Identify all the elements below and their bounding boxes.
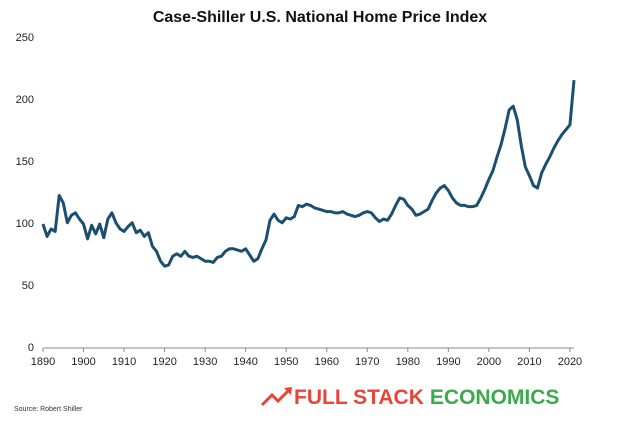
x-tick-label: 1950 bbox=[274, 356, 298, 368]
x-tick-label: 1940 bbox=[233, 356, 257, 368]
brand-part: ECONOMICS bbox=[430, 386, 560, 409]
y-tick-label: 150 bbox=[16, 156, 34, 168]
x-tick-label: 1920 bbox=[152, 356, 176, 368]
logo-arrow bbox=[260, 387, 292, 407]
brand-part: FULL STACK bbox=[294, 386, 424, 409]
x-tick-label: 1960 bbox=[314, 356, 338, 368]
logo-arrowhead bbox=[284, 387, 292, 395]
y-tick-label: 250 bbox=[16, 32, 34, 44]
y-tick-label: 200 bbox=[16, 94, 34, 106]
x-tick-label: 1900 bbox=[71, 356, 95, 368]
x-tick-label: 1910 bbox=[112, 356, 136, 368]
brand-logo: FULL STACK ECONOMICS bbox=[260, 386, 559, 409]
x-tick-label: 1890 bbox=[31, 356, 55, 368]
x-tick-label: 1990 bbox=[436, 356, 460, 368]
y-tick-label: 100 bbox=[16, 218, 34, 230]
brand-text: FULL STACK ECONOMICS bbox=[294, 386, 559, 409]
x-tick-label: 1930 bbox=[193, 356, 217, 368]
index-line bbox=[41, 80, 576, 268]
y-tick-label: 50 bbox=[22, 280, 34, 292]
y-tick-label: 0 bbox=[28, 342, 34, 354]
chart-title: Case-Shiller U.S. National Home Price In… bbox=[153, 9, 487, 26]
x-tick-label: 1980 bbox=[396, 356, 420, 368]
source-note: Source: Robert Shiller bbox=[14, 406, 83, 413]
x-tick-label: 2010 bbox=[517, 356, 541, 368]
x-tick-label: 1970 bbox=[355, 356, 379, 368]
x-tick-label: 2020 bbox=[558, 356, 582, 368]
x-tick-label: 2000 bbox=[477, 356, 501, 368]
